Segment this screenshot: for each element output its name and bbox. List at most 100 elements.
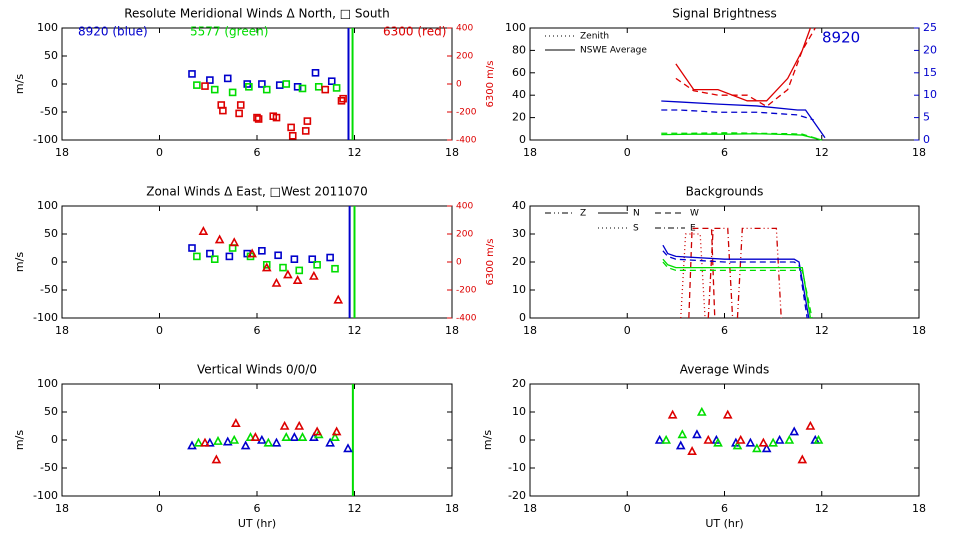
x-tick-label: 12 <box>348 324 362 337</box>
data-point <box>758 437 769 447</box>
chart-title: Resolute Meridional Winds Δ North, □ Sou… <box>124 7 390 21</box>
data-point <box>236 101 245 109</box>
y-tick-label: -100 <box>33 311 58 324</box>
data-point <box>222 436 233 446</box>
data-point <box>205 437 215 447</box>
y-tick-label: 50 <box>44 405 58 418</box>
legend-label: Z <box>580 209 586 219</box>
x-tick-label: 18 <box>55 146 69 159</box>
x-tick-label: 18 <box>445 324 459 337</box>
data-point <box>295 266 304 275</box>
legend-label: Zenith <box>580 32 609 42</box>
legend-label: N <box>633 209 640 219</box>
x-tick-label: 12 <box>815 324 829 337</box>
annotation: 6300 (red) <box>383 25 446 39</box>
data-point <box>272 113 281 122</box>
y-tick-label: 40 <box>512 88 526 101</box>
data-point <box>263 437 274 447</box>
plot-frame <box>61 205 453 319</box>
data-point <box>303 117 312 125</box>
data-point <box>298 84 307 93</box>
data-point <box>274 251 282 260</box>
data-point <box>229 434 240 444</box>
y-tick-label: -10 <box>508 461 526 474</box>
annotation: 8920 (blue) <box>78 25 148 39</box>
data-point <box>289 432 300 442</box>
x-tick-label: 0 <box>156 324 163 337</box>
y-axis-label: m/s <box>13 430 26 450</box>
y-axis-label: m/s <box>13 252 26 272</box>
y-tick-label: -100 <box>33 133 58 146</box>
data-point <box>240 440 251 450</box>
y2-tick-label: 400 <box>456 202 473 212</box>
data-point <box>200 437 210 447</box>
data-point <box>789 426 800 436</box>
x-tick-label: 18 <box>912 146 926 159</box>
y-tick-label: 20 <box>512 377 526 390</box>
y-tick-label: -50 <box>40 283 58 296</box>
x-axis-label: UT (hr) <box>705 517 743 530</box>
x-tick-label: 18 <box>523 146 537 159</box>
data-point <box>283 269 293 279</box>
data-point <box>288 132 297 140</box>
data-line <box>736 227 782 319</box>
y2-tick-label: 0 <box>456 258 462 268</box>
data-point <box>768 437 778 447</box>
data-line <box>662 258 812 319</box>
data-point <box>293 83 302 91</box>
y-tick-label: 100 <box>37 377 58 390</box>
data-point <box>279 420 290 430</box>
y2-tick-label: 200 <box>456 230 473 240</box>
data-line <box>675 27 812 102</box>
x-tick-label: 12 <box>348 146 362 159</box>
chart-title: Signal Brightness <box>672 7 777 21</box>
data-point <box>229 237 240 247</box>
y2-tick-label: 400 <box>456 24 473 34</box>
data-point <box>343 443 353 453</box>
data-point <box>330 432 340 442</box>
x-tick-label: 18 <box>445 146 459 159</box>
y2-tick-label: 20 <box>923 43 937 56</box>
y-tick-label: 0 <box>519 311 526 324</box>
y2-tick-label: 10 <box>923 88 937 101</box>
y2-tick-label: -200 <box>456 286 477 296</box>
data-point <box>282 80 291 88</box>
chart-title: Vertical Winds 0/0/0 <box>197 363 317 377</box>
data-point <box>231 418 241 428</box>
x-axis-label: UT (hr) <box>238 517 276 530</box>
data-point <box>193 252 201 261</box>
data-point <box>223 74 232 83</box>
x-tick-label: 6 <box>254 146 261 159</box>
y-tick-label: 20 <box>512 111 526 124</box>
y2-axis-label: 6300 m/s <box>485 239 496 286</box>
x-tick-label: 12 <box>815 146 829 159</box>
y-tick-label: 60 <box>512 66 526 79</box>
data-point <box>287 123 295 132</box>
data-point <box>245 432 256 442</box>
x-tick-label: 6 <box>721 146 728 159</box>
data-point <box>713 437 723 447</box>
y-tick-label: 0 <box>51 77 58 90</box>
plot-frame <box>529 383 920 497</box>
data-point <box>687 446 697 456</box>
data-point <box>210 255 219 264</box>
x-tick-label: 18 <box>912 502 926 515</box>
x-tick-label: 6 <box>721 502 728 515</box>
data-point <box>201 82 209 90</box>
data-point <box>735 434 746 444</box>
y-tick-label: -20 <box>508 489 526 502</box>
data-point <box>211 454 222 464</box>
y2-tick-label: 25 <box>923 21 937 34</box>
data-point <box>290 255 299 264</box>
y-tick-label: 10 <box>512 405 526 418</box>
y2-tick-label: 0 <box>456 80 462 90</box>
y-tick-label: 0 <box>51 433 58 446</box>
data-point <box>761 443 772 453</box>
x-tick-label: 0 <box>156 146 163 159</box>
chart-title: Zonal Winds Δ East, □West 2011070 <box>146 185 368 199</box>
annotation: 5577 (green) <box>190 25 268 39</box>
legend-label: NSWE Average <box>580 46 647 56</box>
data-line <box>662 261 813 319</box>
data-point <box>696 406 707 416</box>
